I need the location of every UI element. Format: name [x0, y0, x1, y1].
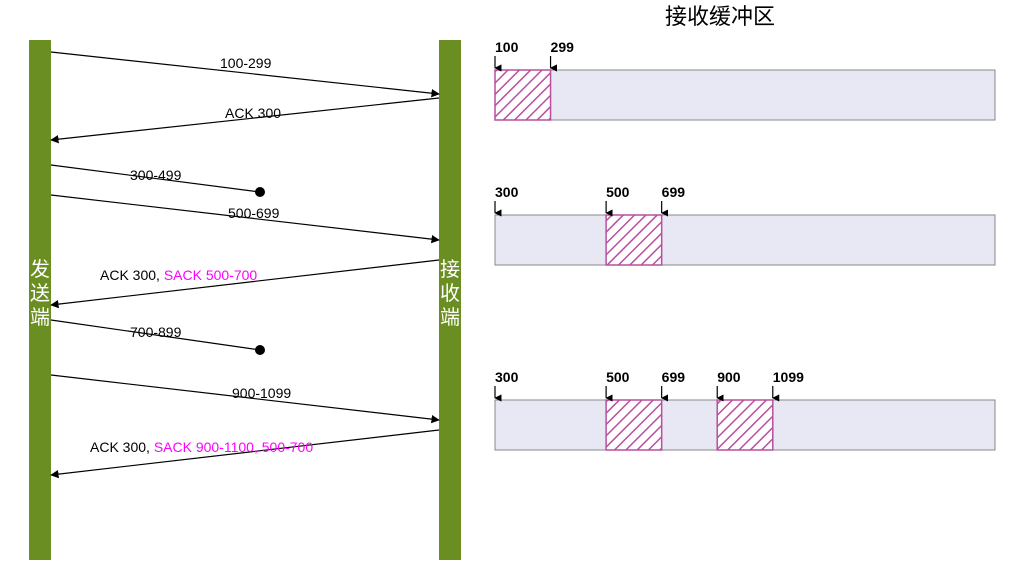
msg-label: 300-499: [130, 167, 182, 183]
tick-label: 900: [717, 369, 741, 385]
tick-label: 100: [495, 39, 519, 55]
tick-label: 500: [606, 184, 630, 200]
tick-label: 1099: [773, 369, 804, 385]
sack-diagram: 发送端 接收端 接收缓冲区 100-299 ACK 300 300-499 500-699 A…: [0, 0, 1024, 577]
msg-label: ACK 300, SACK 500-700: [100, 267, 257, 283]
buffer-title: 接收缓冲区: [665, 4, 775, 29]
sack-label: SACK 500-700: [164, 267, 258, 283]
buffer-hatched: [606, 400, 662, 450]
tick-label: 299: [551, 39, 575, 55]
buffer-row: [495, 70, 995, 120]
buffer-hatched: [495, 70, 551, 120]
msg-label: 500-699: [228, 205, 280, 221]
sender-label: 发送端: [30, 258, 50, 329]
msg-label: ACK 300: [225, 105, 281, 121]
tick-label: 300: [495, 369, 519, 385]
msg-label: 700-899: [130, 324, 182, 340]
tick-label: 699: [662, 369, 686, 385]
drop-dot: [255, 345, 265, 355]
msg-label: ACK 300, SACK 900-1100, 500-700: [90, 439, 313, 455]
tick-label: 500: [606, 369, 630, 385]
tick-label: 300: [495, 184, 519, 200]
buffer-hatched: [717, 400, 773, 450]
msg-label: 100-299: [220, 55, 272, 71]
receiver-label: 接收端: [440, 258, 460, 329]
buffer-row: [495, 215, 995, 265]
drop-dot: [255, 187, 265, 197]
sack-label: SACK 900-1100, 500-700: [154, 439, 314, 455]
tick-label: 699: [662, 184, 686, 200]
msg-label: 900-1099: [232, 385, 291, 401]
buffer-hatched: [606, 215, 662, 265]
